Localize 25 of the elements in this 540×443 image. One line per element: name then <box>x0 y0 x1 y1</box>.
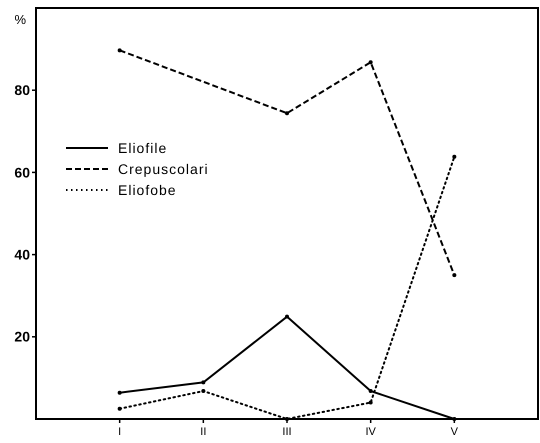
point <box>368 389 373 394</box>
x-tick-label: V <box>450 426 459 438</box>
y-tick-label: 40 <box>14 246 30 262</box>
legend-label: Crepuscolari <box>118 160 209 177</box>
y-tick-label: 80 <box>14 82 30 98</box>
point <box>118 390 122 395</box>
point <box>452 273 456 278</box>
y-tick-label: 20 <box>14 328 30 345</box>
point <box>452 154 456 159</box>
x-tick-label: III <box>282 426 292 438</box>
point <box>201 380 206 384</box>
legend-label: Eliofile <box>118 140 168 156</box>
point <box>368 400 373 405</box>
legend-label: Eliofobe <box>118 182 177 198</box>
x-tick-label: IV <box>365 426 377 438</box>
point <box>285 314 289 319</box>
point <box>285 111 289 116</box>
x-tick-label: I <box>118 426 122 438</box>
point <box>118 48 122 52</box>
point <box>201 389 206 394</box>
point <box>118 406 122 411</box>
point <box>368 60 373 64</box>
x-tick-label: II <box>200 426 206 438</box>
y-tick-label: 60 <box>14 164 30 180</box>
y-axis-title: % <box>14 12 26 27</box>
